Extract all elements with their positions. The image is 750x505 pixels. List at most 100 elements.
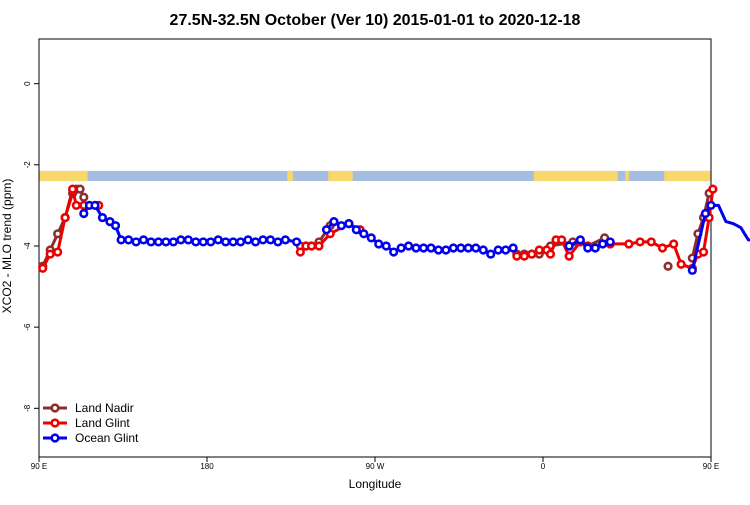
- series-1-point-17: [529, 251, 536, 258]
- series-1-point-4: [69, 186, 76, 193]
- legend-label-0: Land Nadir: [75, 401, 134, 415]
- series-1-line-2: [517, 189, 713, 268]
- series-1-point-32: [678, 261, 685, 268]
- series-2-point-34: [353, 226, 360, 233]
- series-2-point-58: [585, 245, 592, 252]
- series-2-point-63: [702, 210, 709, 217]
- series-2-point-3: [99, 214, 106, 221]
- series-2-point-28: [282, 237, 289, 244]
- legend-marker-1: [52, 420, 59, 427]
- x-tick-label: 180: [200, 462, 214, 471]
- series-2-point-10: [148, 239, 155, 246]
- series-1-point-30: [659, 245, 666, 252]
- x-tick-label: 0: [541, 462, 546, 471]
- series-2-point-16: [193, 239, 200, 246]
- chart-title: 27.5N-32.5N October (Ver 10) 2015-01-01 …: [170, 12, 581, 29]
- legend-marker-0: [52, 405, 59, 412]
- series-2-point-11: [155, 239, 162, 246]
- series-2-point-46: [443, 247, 450, 254]
- series-1-point-11: [316, 243, 323, 250]
- series-2-point-59: [592, 245, 599, 252]
- series-2-point-19: [215, 237, 222, 244]
- series-2-point-55: [510, 245, 517, 252]
- series-2-point-37: [375, 241, 382, 248]
- series-2-point-60: [599, 241, 606, 248]
- land-segment-0: [39, 171, 88, 181]
- series-2-point-50: [473, 245, 480, 252]
- series-2-point-27: [275, 239, 282, 246]
- series-2-point-15: [185, 237, 192, 244]
- x-axis-label: Longitude: [349, 477, 402, 491]
- series-2-point-48: [458, 245, 465, 252]
- series-2-point-38: [383, 243, 390, 250]
- series-1-point-5: [73, 202, 80, 209]
- series-2-point-45: [435, 247, 442, 254]
- series-2-point-12: [163, 239, 170, 246]
- series-2-point-64: [708, 202, 715, 209]
- y-tick-label: 0: [23, 81, 32, 86]
- series-1-point-23: [566, 253, 573, 260]
- series-2-point-47: [450, 245, 457, 252]
- y-tick-label: -6: [23, 323, 32, 331]
- x-tick-label: 90 E: [31, 462, 47, 471]
- series-1-point-37: [710, 186, 717, 193]
- series-1-point-31: [670, 241, 677, 248]
- series-2-point-25: [260, 237, 267, 244]
- series-2-point-14: [178, 237, 185, 244]
- series-0-point-23: [665, 263, 672, 270]
- series-2-point-40: [398, 245, 405, 252]
- series-1-point-35: [700, 249, 707, 256]
- series-2-point-61: [607, 239, 614, 246]
- series-2-point-2: [92, 202, 99, 209]
- series-2-point-30: [323, 226, 330, 233]
- series-1-point-3: [62, 214, 69, 221]
- series-2-point-39: [390, 249, 397, 256]
- series-2-point-62: [689, 267, 696, 274]
- series-2-point-29: [293, 239, 300, 246]
- surface-strip: [39, 171, 711, 181]
- series-2-point-7: [125, 237, 132, 244]
- y-tick-label: -4: [23, 242, 32, 250]
- land-segment-4: [625, 171, 629, 181]
- series-2-point-43: [420, 245, 427, 252]
- x-tick-label: 90 W: [366, 462, 385, 471]
- series-2-point-26: [267, 237, 274, 244]
- series-1-point-20: [547, 251, 554, 258]
- series-2-point-8: [133, 239, 140, 246]
- series-0: [39, 186, 712, 270]
- y-axis-label: XCO2 - MLO trend (ppm): [0, 179, 14, 314]
- series-1-point-18: [536, 247, 543, 254]
- series-2-point-17: [200, 239, 207, 246]
- legend-label-1: Land Glint: [75, 416, 130, 430]
- series-1-point-10: [308, 243, 315, 250]
- land-segment-2: [328, 171, 352, 181]
- series-2-point-6: [118, 237, 125, 244]
- series-2-point-22: [237, 239, 244, 246]
- series-1-point-29: [648, 239, 655, 246]
- series-layer: [39, 186, 750, 274]
- y-tick-label: -8: [23, 404, 32, 412]
- series-2-point-23: [245, 237, 252, 244]
- series-2-point-35: [361, 230, 368, 237]
- land-segment-3: [534, 171, 618, 181]
- series-2-point-32: [338, 222, 345, 229]
- legend-label-2: Ocean Glint: [75, 431, 139, 445]
- series-2-point-18: [207, 239, 214, 246]
- series-2-point-52: [487, 251, 494, 258]
- series-1-point-0: [39, 265, 46, 272]
- series-2-point-57: [577, 237, 584, 244]
- series-1-point-8: [297, 249, 304, 256]
- series-0-point-6: [77, 186, 84, 193]
- series-1-point-2: [54, 249, 61, 256]
- series-2-point-0: [81, 210, 88, 217]
- series-1-point-28: [637, 239, 644, 246]
- series-2-point-44: [428, 245, 435, 252]
- series-1-point-1: [47, 251, 54, 258]
- series-2-point-24: [252, 239, 259, 246]
- series-2-point-42: [413, 245, 420, 252]
- series-2-point-49: [465, 245, 472, 252]
- series-2-point-31: [331, 218, 338, 225]
